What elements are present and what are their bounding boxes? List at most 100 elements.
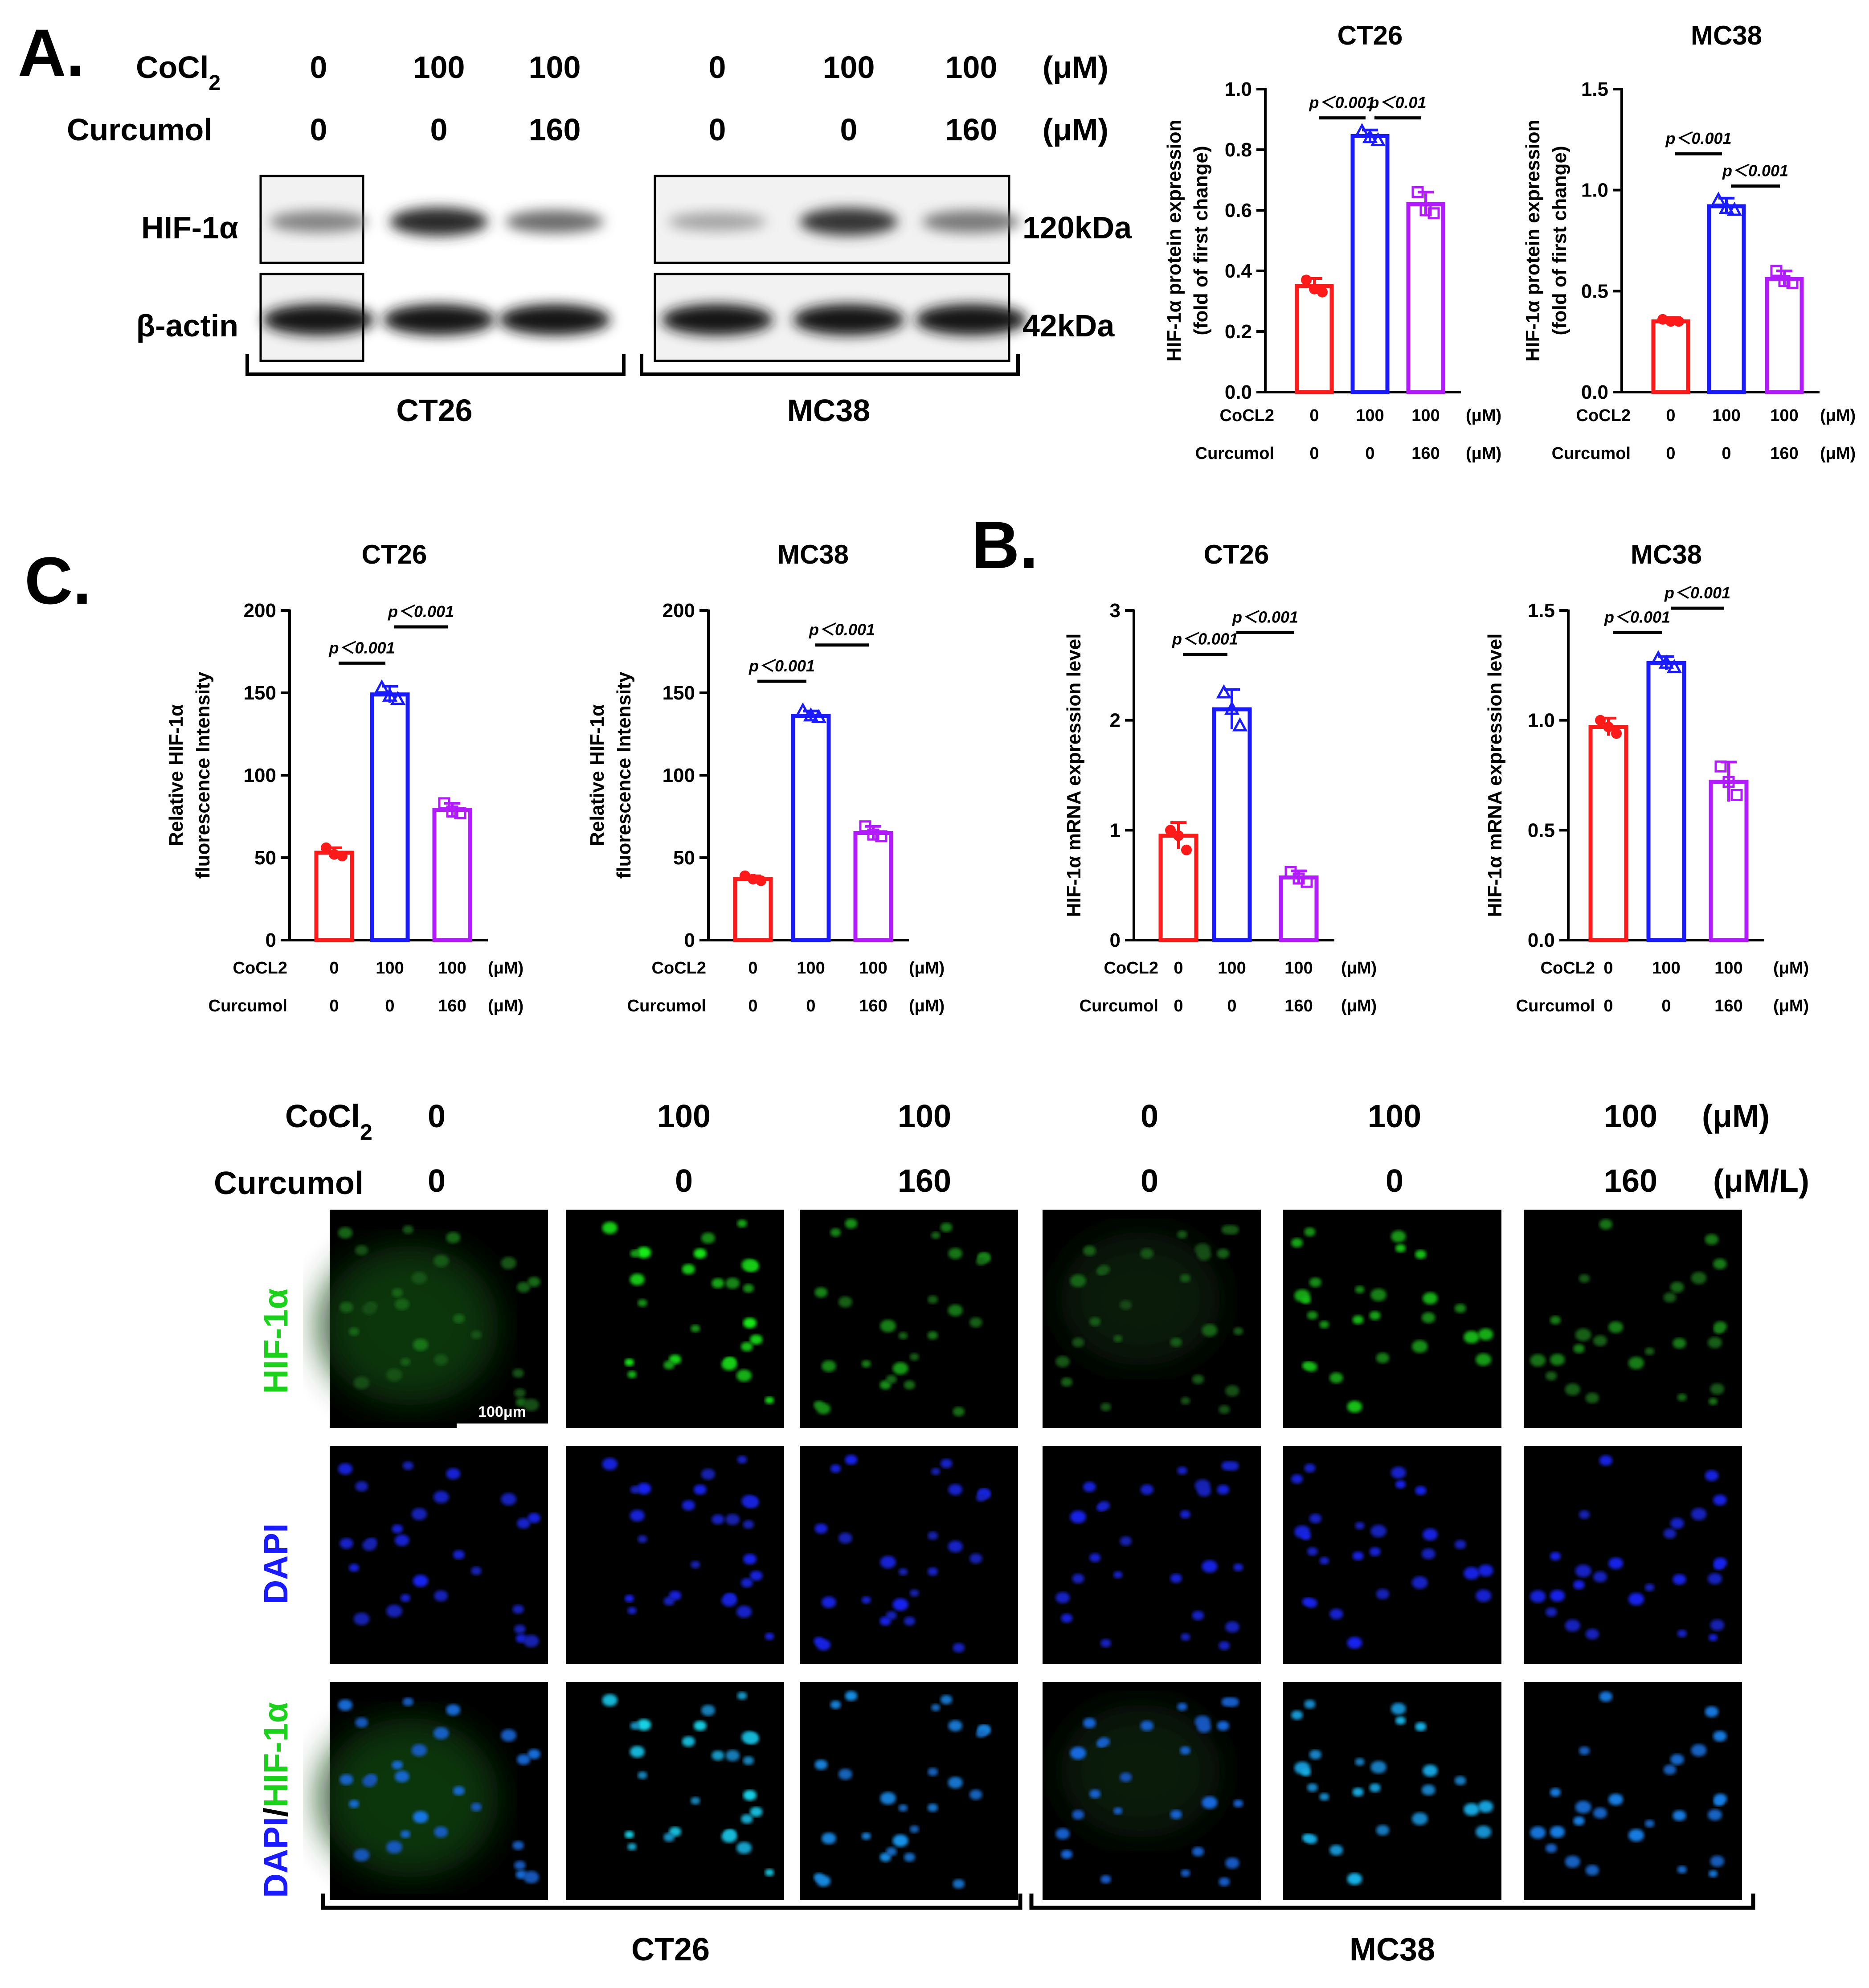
nucleus	[1355, 1758, 1365, 1766]
nucleus	[1608, 1793, 1624, 1806]
nucleus	[1355, 1522, 1365, 1530]
wb-band	[506, 210, 604, 233]
nucleus	[880, 1556, 896, 1569]
nucleus	[1120, 1300, 1132, 1310]
data-point	[1317, 286, 1328, 298]
bar	[370, 692, 410, 942]
nucleus	[845, 1455, 858, 1465]
curcumol-value: 0	[806, 997, 815, 1015]
nucleus	[446, 1232, 461, 1244]
nucleus	[392, 1760, 403, 1770]
nucleus	[362, 1539, 376, 1551]
nucleus	[1565, 1855, 1580, 1868]
nucleus	[386, 1368, 402, 1382]
nucleus	[694, 1485, 707, 1495]
nucleus	[392, 1524, 403, 1534]
curcumol-value: 160	[1714, 997, 1742, 1015]
nucleus	[1319, 1793, 1329, 1801]
data-point	[1181, 844, 1192, 855]
wb-curcumol-value: 0	[310, 112, 327, 147]
wb-band	[668, 212, 766, 231]
data-point	[859, 820, 871, 833]
cocl2-value: 100	[1770, 406, 1798, 425]
data-point	[795, 702, 811, 717]
cytoplasm-glow	[321, 1718, 499, 1878]
cocl2-unit: (μM)	[1773, 959, 1809, 978]
nucleus	[1708, 1398, 1718, 1405]
nucleus	[1180, 1274, 1190, 1283]
wb-bracket-ct26	[245, 354, 626, 376]
nucleus	[765, 1632, 774, 1640]
nucleus	[1369, 1547, 1381, 1556]
nucleus	[1708, 1634, 1718, 1641]
nucleus	[470, 1567, 482, 1575]
cocl2-value: 100	[438, 959, 466, 978]
nucleus	[928, 1295, 938, 1304]
wb-cocl2-value: 100	[413, 50, 465, 85]
bar	[1707, 204, 1746, 394]
nucleus	[861, 1596, 871, 1604]
nucleus	[663, 1596, 675, 1606]
data-point	[1722, 776, 1735, 788]
data-point	[1419, 204, 1432, 217]
nucleus	[638, 1299, 647, 1307]
nucleus	[953, 1407, 965, 1416]
nucleus	[1710, 1619, 1725, 1631]
data-point	[1658, 654, 1674, 669]
nucleus	[1329, 1845, 1343, 1856]
nucleus	[402, 1461, 413, 1470]
nucleus	[904, 1853, 916, 1862]
y-tick-label: 0.6	[1225, 200, 1252, 221]
nucleus	[1476, 1353, 1492, 1366]
nucleus	[927, 1567, 938, 1576]
if-tile-dapi	[1524, 1446, 1742, 1664]
nucleus	[744, 1260, 759, 1272]
nucleus	[701, 1232, 716, 1244]
nucleus	[1478, 1328, 1493, 1341]
cocl2-row-label: CoCL2	[652, 959, 706, 978]
nucleus	[1227, 1697, 1239, 1707]
nucleus	[750, 1571, 763, 1581]
cocl2-value: 100	[1411, 406, 1440, 425]
y-tick-label: 50	[254, 847, 276, 869]
nucleus	[1593, 1807, 1607, 1819]
nucleus	[1352, 1788, 1364, 1797]
nucleus	[694, 1248, 707, 1259]
data-point	[1666, 659, 1682, 673]
nucleus	[1573, 1344, 1585, 1354]
chart-title: MC38	[1631, 540, 1702, 569]
bar	[1212, 707, 1252, 942]
nucleus	[339, 1302, 353, 1313]
bar	[432, 808, 472, 942]
data-point	[803, 707, 819, 722]
data-point	[1665, 316, 1676, 327]
nucleus	[630, 1485, 640, 1494]
nucleus	[1309, 1513, 1321, 1524]
nucleus	[1476, 1825, 1492, 1838]
nucleus	[1061, 1849, 1072, 1859]
wb-cocl2-value: 0	[310, 50, 327, 85]
nucleus	[1369, 1783, 1381, 1792]
bar-chart-b-ct26: CT26 HIF-1α mRNA expression level 0 1 2 3 p＜0.…	[1063, 540, 1377, 1015]
nucleus	[1219, 1877, 1230, 1886]
data-point	[867, 828, 879, 841]
y-axis-label-2: fluorescence Intensity	[192, 671, 214, 879]
if-row-label-dapi: DAPI	[257, 1523, 295, 1604]
nucleus	[338, 1463, 353, 1475]
y-axis-label: HIF-1α protein expression	[1522, 120, 1544, 362]
nucleus	[909, 1825, 919, 1833]
curcumol-row-label: Curcumol	[209, 997, 287, 1015]
curcumol-value: 0	[329, 997, 339, 1015]
bar-chart-c-ct26: CT26 Relative HIF-1α fluorescence Intensit…	[165, 540, 523, 1015]
wb-curcumol-value: 160	[529, 112, 581, 147]
y-tick-label: 150	[244, 682, 276, 704]
nucleus	[737, 1219, 747, 1228]
if-tile-dapi	[330, 1446, 548, 1664]
curcumol-row-label: Curcumol	[1552, 444, 1631, 463]
nucleus	[1352, 1551, 1364, 1561]
nucleus	[514, 1861, 526, 1870]
nucleus	[1072, 1810, 1084, 1820]
curcumol-unit: (μM)	[1466, 444, 1501, 463]
nucleus	[940, 1459, 953, 1469]
if-cocl2-value: 100	[1368, 1099, 1421, 1134]
